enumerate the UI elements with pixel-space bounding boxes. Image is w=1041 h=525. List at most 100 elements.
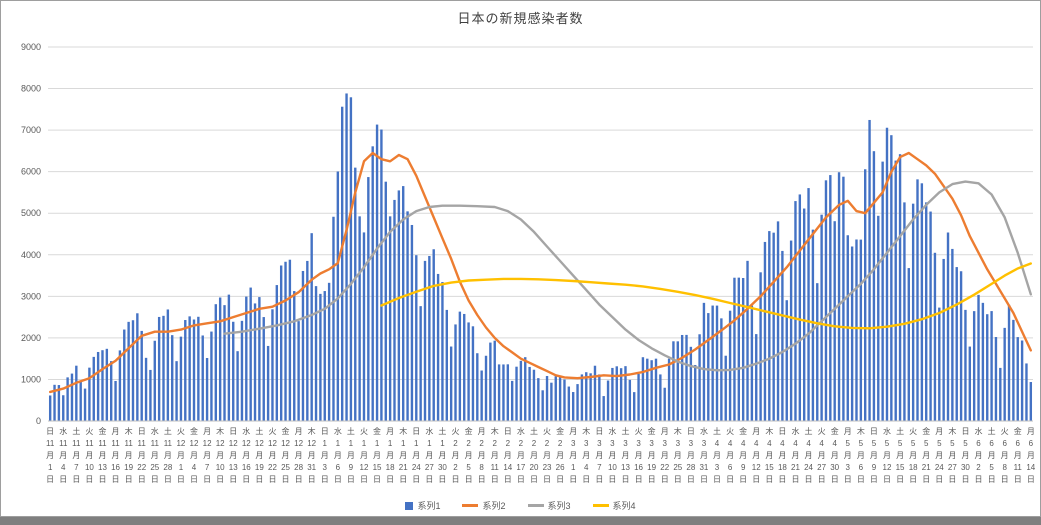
svg-text:月: 月 bbox=[1014, 451, 1022, 460]
svg-text:3: 3 bbox=[597, 439, 602, 448]
legend-item-series2[interactable]: 系列2 bbox=[462, 499, 506, 512]
svg-text:1: 1 bbox=[349, 439, 354, 448]
svg-text:日: 日 bbox=[726, 475, 734, 484]
svg-text:日: 日 bbox=[85, 475, 93, 484]
legend-item-series1[interactable]: 系列1 bbox=[405, 499, 440, 512]
svg-text:土: 土 bbox=[530, 426, 538, 436]
svg-text:水: 水 bbox=[242, 426, 250, 436]
svg-text:21: 21 bbox=[922, 463, 931, 472]
svg-text:14: 14 bbox=[503, 463, 512, 472]
svg-text:日: 日 bbox=[478, 475, 486, 484]
svg-text:日: 日 bbox=[399, 475, 407, 484]
svg-text:土: 土 bbox=[255, 426, 263, 436]
svg-text:月: 月 bbox=[739, 451, 747, 460]
svg-text:16: 16 bbox=[634, 463, 643, 472]
legend-marker-series1-bar bbox=[405, 501, 414, 510]
svg-text:日: 日 bbox=[608, 475, 616, 484]
svg-text:4: 4 bbox=[715, 439, 720, 448]
svg-text:日: 日 bbox=[935, 475, 943, 484]
svg-text:3: 3 bbox=[662, 439, 667, 448]
svg-text:5: 5 bbox=[466, 463, 471, 472]
svg-text:日: 日 bbox=[975, 475, 983, 484]
svg-text:3: 3 bbox=[689, 439, 694, 448]
svg-text:3: 3 bbox=[649, 439, 654, 448]
svg-text:4000: 4000 bbox=[21, 250, 41, 260]
svg-text:水: 水 bbox=[791, 426, 799, 436]
svg-text:金: 金 bbox=[98, 426, 106, 436]
svg-text:日: 日 bbox=[1014, 475, 1022, 484]
svg-text:月: 月 bbox=[46, 451, 54, 460]
svg-text:22: 22 bbox=[268, 463, 277, 472]
svg-text:金: 金 bbox=[648, 426, 656, 436]
svg-text:15: 15 bbox=[765, 463, 774, 472]
svg-text:月: 月 bbox=[1027, 427, 1035, 436]
svg-text:28: 28 bbox=[294, 463, 303, 472]
svg-text:2: 2 bbox=[976, 463, 981, 472]
svg-text:3: 3 bbox=[846, 463, 851, 472]
svg-text:3000: 3000 bbox=[21, 291, 41, 301]
svg-text:9: 9 bbox=[349, 463, 354, 472]
svg-text:日: 日 bbox=[72, 475, 80, 484]
svg-text:4: 4 bbox=[832, 439, 837, 448]
svg-text:15: 15 bbox=[373, 463, 382, 472]
svg-text:月: 月 bbox=[648, 451, 656, 460]
svg-text:日: 日 bbox=[896, 475, 904, 484]
svg-text:日: 日 bbox=[700, 475, 708, 484]
svg-text:日: 日 bbox=[844, 475, 852, 484]
svg-text:月: 月 bbox=[438, 451, 446, 460]
svg-text:11: 11 bbox=[151, 439, 160, 448]
svg-text:土: 土 bbox=[896, 426, 904, 436]
svg-text:月: 月 bbox=[831, 451, 839, 460]
svg-text:土: 土 bbox=[713, 426, 721, 436]
chart-title[interactable]: 日本の新規感染者数 bbox=[457, 11, 584, 26]
svg-text:18: 18 bbox=[386, 463, 395, 472]
svg-text:月: 月 bbox=[988, 451, 996, 460]
svg-text:3: 3 bbox=[323, 463, 328, 472]
svg-text:日: 日 bbox=[1027, 475, 1035, 484]
svg-text:日: 日 bbox=[465, 475, 473, 484]
svg-text:日: 日 bbox=[517, 475, 525, 484]
svg-text:4: 4 bbox=[754, 439, 759, 448]
legend-item-series4[interactable]: 系列4 bbox=[592, 499, 636, 512]
svg-text:27: 27 bbox=[425, 463, 434, 472]
svg-text:11: 11 bbox=[85, 439, 94, 448]
svg-text:水: 水 bbox=[975, 426, 983, 436]
svg-text:日: 日 bbox=[687, 427, 695, 436]
svg-text:3: 3 bbox=[623, 439, 628, 448]
legend-label-series1: 系列1 bbox=[417, 501, 441, 511]
svg-text:月: 月 bbox=[125, 451, 133, 460]
svg-text:月: 月 bbox=[386, 427, 394, 436]
svg-text:1: 1 bbox=[427, 439, 432, 448]
svg-text:11: 11 bbox=[59, 439, 68, 448]
svg-text:5: 5 bbox=[924, 439, 929, 448]
svg-text:日: 日 bbox=[321, 475, 329, 484]
svg-text:木: 木 bbox=[582, 426, 590, 436]
legend-marker-series4-line bbox=[592, 504, 609, 507]
worksheet-edge-strip bbox=[0, 517, 1041, 525]
svg-text:5: 5 bbox=[898, 439, 903, 448]
svg-text:11: 11 bbox=[72, 439, 81, 448]
svg-text:6: 6 bbox=[728, 463, 733, 472]
legend-item-series3[interactable]: 系列3 bbox=[527, 499, 571, 512]
svg-text:月: 月 bbox=[255, 451, 263, 460]
svg-text:月: 月 bbox=[164, 451, 172, 460]
svg-text:日: 日 bbox=[438, 475, 446, 484]
svg-text:月: 月 bbox=[203, 451, 211, 460]
svg-text:土: 土 bbox=[988, 426, 996, 436]
svg-text:5000: 5000 bbox=[21, 208, 41, 218]
svg-text:11: 11 bbox=[1014, 463, 1023, 472]
svg-text:日: 日 bbox=[870, 427, 878, 436]
svg-text:月: 月 bbox=[203, 427, 211, 436]
svg-text:木: 木 bbox=[399, 426, 407, 436]
svg-text:30: 30 bbox=[438, 463, 447, 472]
svg-text:日: 日 bbox=[295, 475, 303, 484]
svg-text:日: 日 bbox=[1001, 475, 1009, 484]
svg-text:2: 2 bbox=[545, 439, 550, 448]
svg-text:日: 日 bbox=[883, 475, 891, 484]
svg-text:月: 月 bbox=[59, 451, 67, 460]
svg-text:木: 木 bbox=[948, 426, 956, 436]
svg-text:月: 月 bbox=[543, 451, 551, 460]
svg-text:火: 火 bbox=[1001, 427, 1009, 436]
svg-text:月: 月 bbox=[909, 451, 917, 460]
